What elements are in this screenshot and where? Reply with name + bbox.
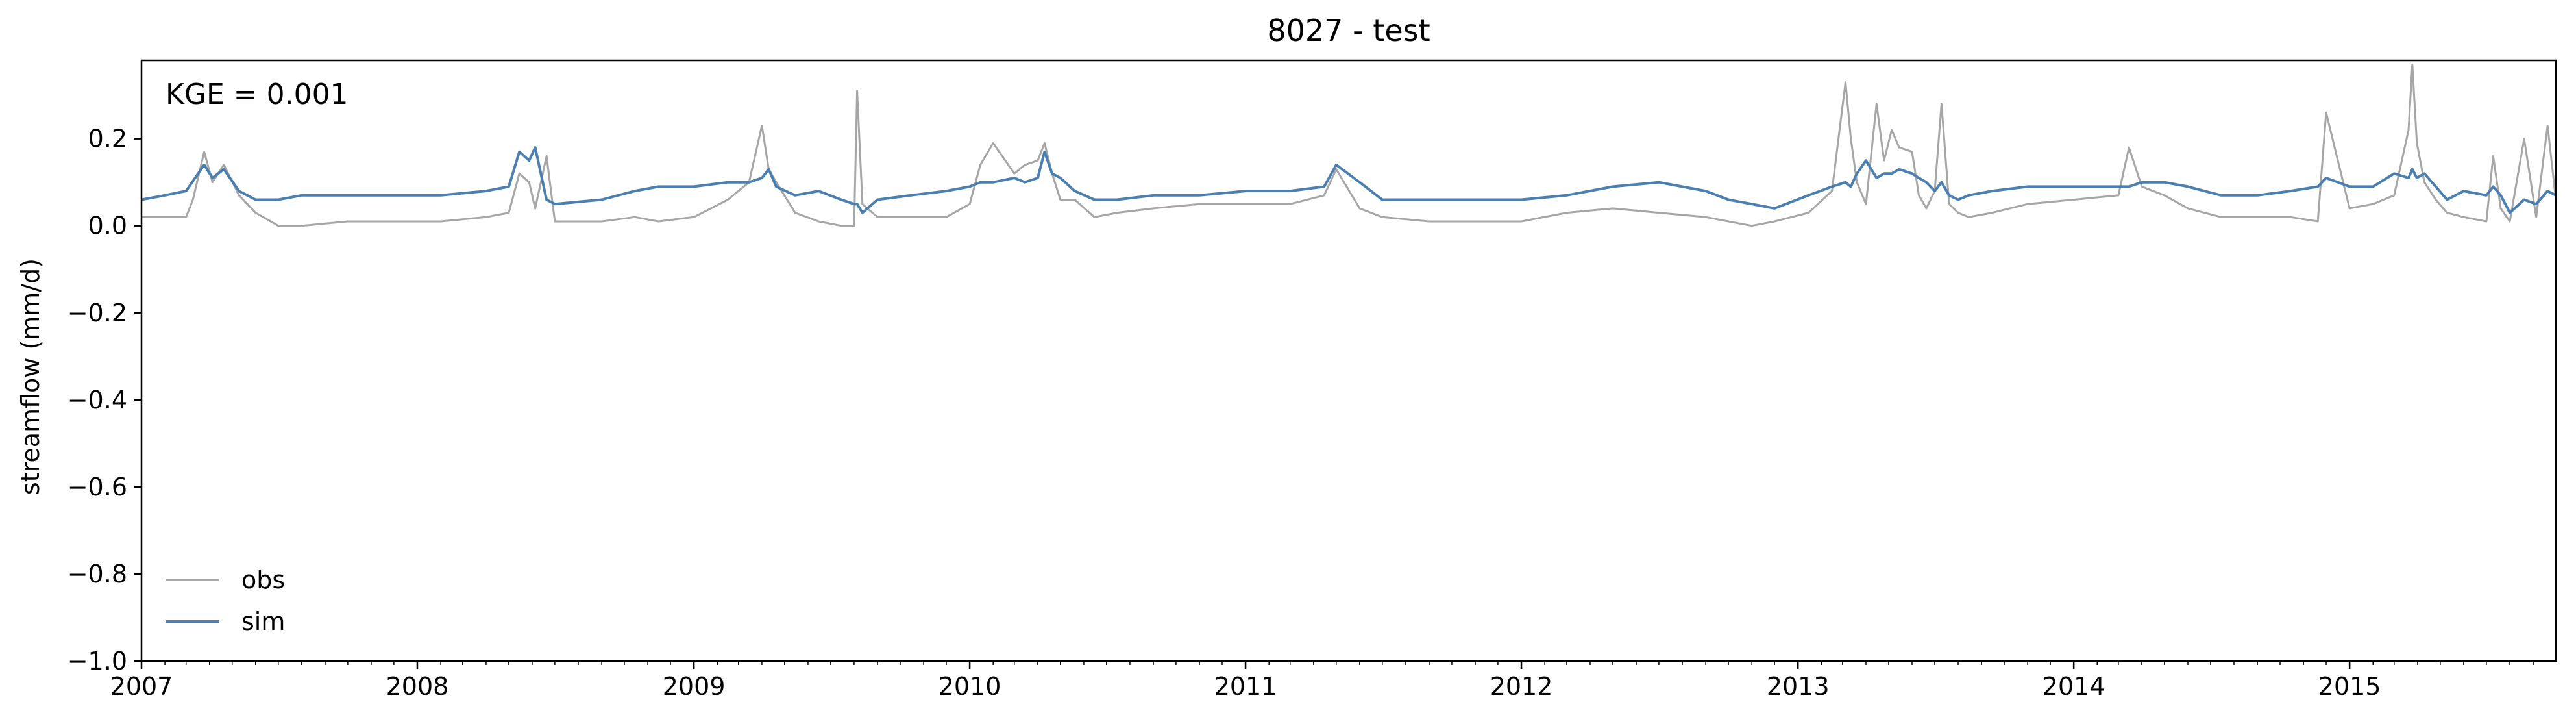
x-tick-label: 2013 xyxy=(1767,672,1830,701)
x-tick-label: 2008 xyxy=(386,672,449,701)
y-tick-label: −0.4 xyxy=(67,386,127,414)
x-tick-label: 2012 xyxy=(1490,672,1553,701)
series-line-obs xyxy=(141,64,2557,227)
y-tick-label: 0.2 xyxy=(88,125,127,153)
x-tick-label: 2011 xyxy=(1214,672,1277,701)
y-tick-label: −1.0 xyxy=(67,647,127,675)
x-tick-label: 2007 xyxy=(110,672,173,701)
plot-area xyxy=(140,59,2557,662)
chart-title: 8027 - test xyxy=(1267,13,1430,48)
kge-annotation: KGE = 0.001 xyxy=(166,78,349,111)
x-tick-label: 2010 xyxy=(938,672,1001,701)
y-axis-label: streamflow (mm/d) xyxy=(16,258,45,495)
series-layer xyxy=(141,64,2557,227)
y-axis: −1.0 −0.8 −0.6 −0.4 −0.2 0.0 0.2 xyxy=(67,125,141,675)
x-axis: 2007 2008 2009 2010 2011 2012 2013 2014 2015 xyxy=(110,661,2534,701)
y-tick-label: −0.6 xyxy=(67,473,127,501)
plot-frame xyxy=(140,59,2557,662)
y-tick-label: −0.8 xyxy=(67,560,127,588)
x-tick-label: 2015 xyxy=(2318,672,2381,701)
legend: obs sim xyxy=(166,566,285,636)
y-tick-label: 0.0 xyxy=(88,212,127,240)
series-line-sim xyxy=(141,146,2557,214)
x-tick-label: 2014 xyxy=(2042,672,2105,701)
y-tick-label: −0.2 xyxy=(67,299,127,327)
x-tick-label: 2009 xyxy=(663,672,726,701)
legend-label-sim: sim xyxy=(241,607,285,636)
legend-label-obs: obs xyxy=(241,566,285,594)
